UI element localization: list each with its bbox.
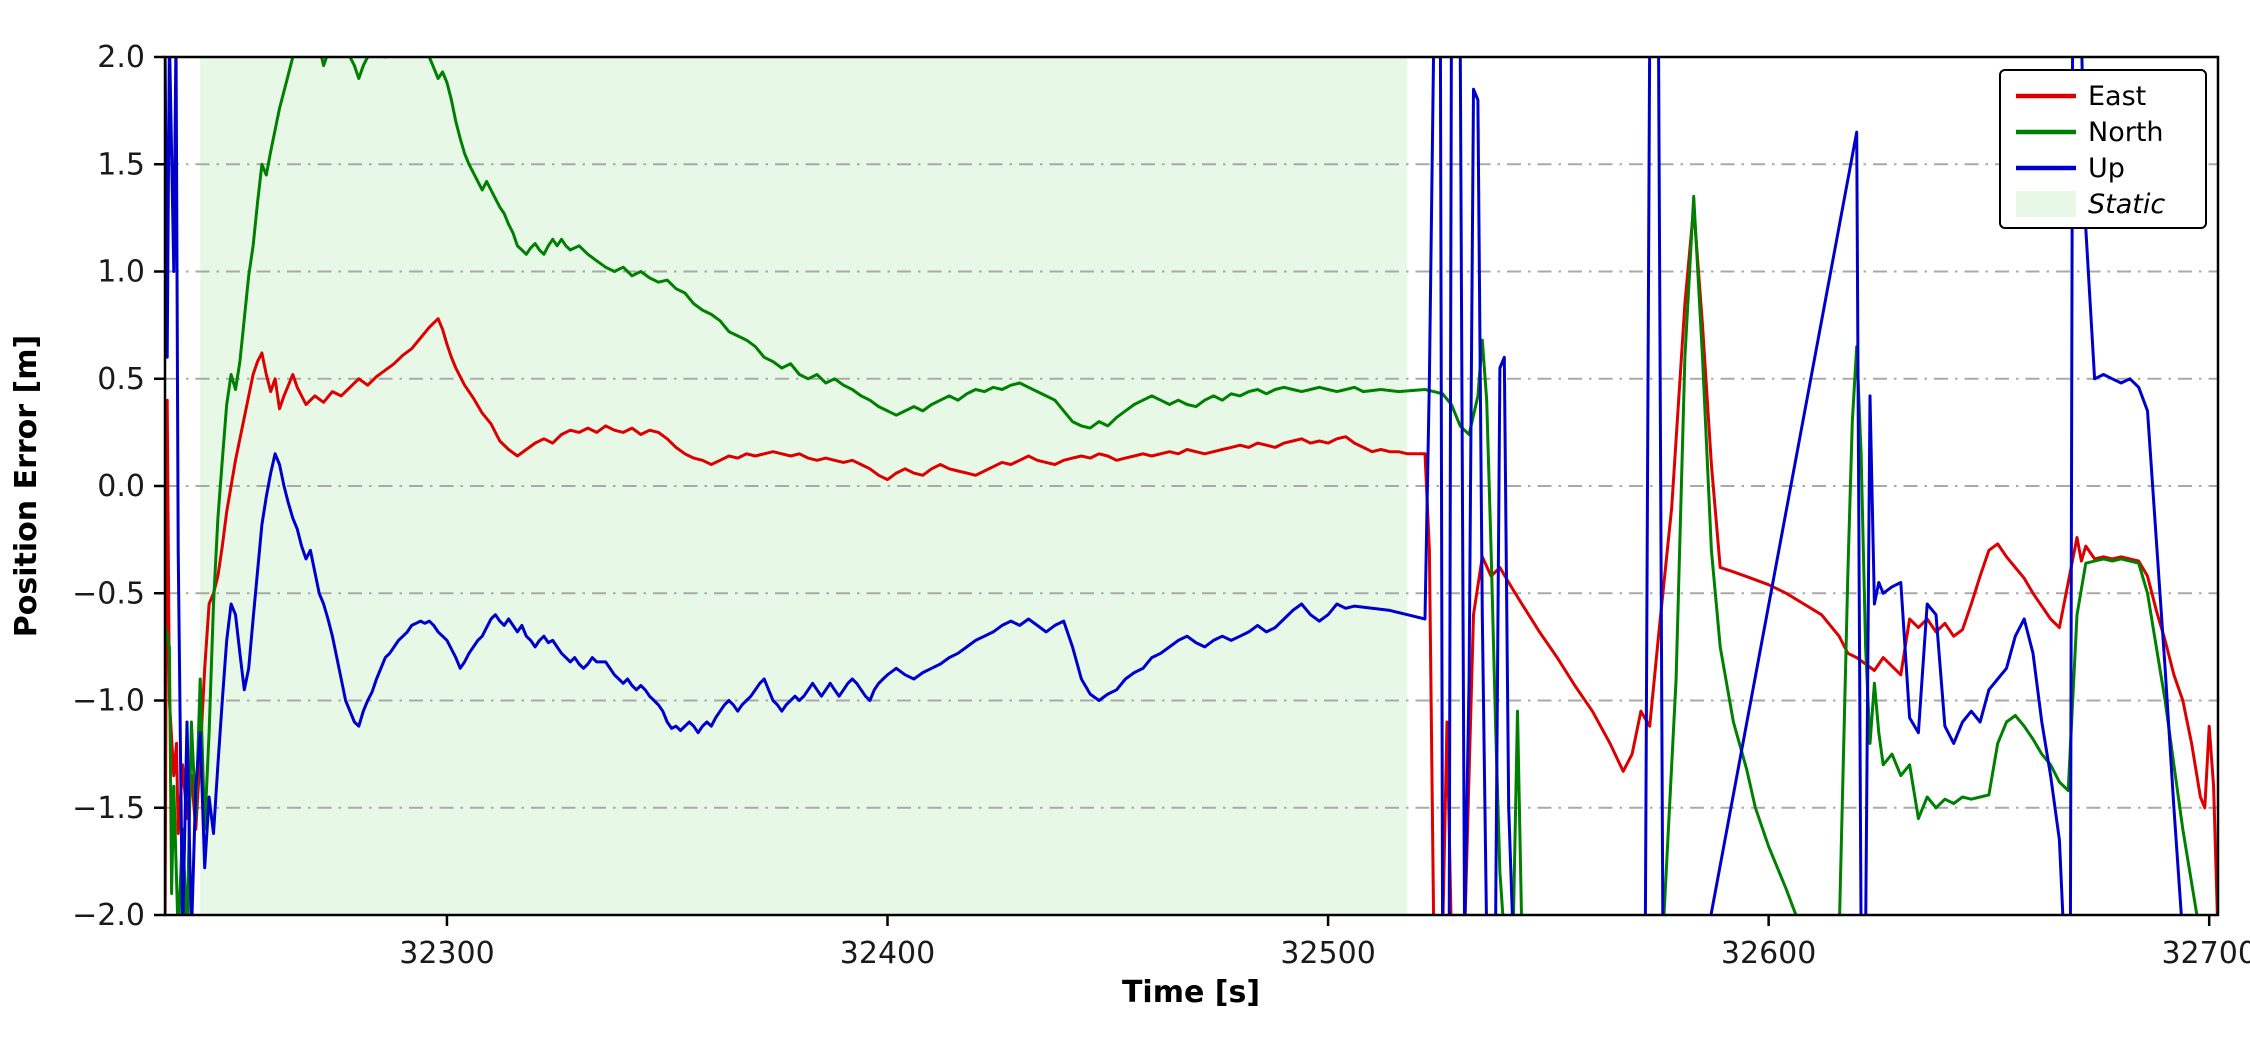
legend-static-swatch: [2016, 191, 2076, 217]
y-tick-label: 1.0: [97, 255, 145, 290]
y-tick-label: −2.0: [72, 898, 145, 933]
axes-layer: 32300 32400 32500 32600 32700 2.0 1.5 1.0 0.5 0.0…: [72, 40, 2250, 971]
y-tick-label: 0.0: [97, 469, 145, 504]
legend-north-label: North: [2088, 117, 2164, 148]
y-tick-label: −0.5: [72, 576, 145, 611]
x-tick-label: 32300: [399, 936, 494, 971]
x-tick-label: 32700: [2161, 936, 2250, 971]
legend-static-label: Static: [2088, 189, 2165, 220]
y-tick-label: −1.0: [72, 684, 145, 719]
y-tick-label: −1.5: [72, 791, 145, 826]
y-tick-label: 1.5: [97, 147, 145, 182]
series-up-line: [165, 57, 2183, 915]
legend: East North Up Static: [1999, 69, 2207, 229]
x-tick-label: 32600: [1721, 936, 1816, 971]
legend-east-label: East: [2088, 81, 2146, 112]
series-north-line: [165, 57, 2199, 915]
series-east-line: [165, 205, 2218, 915]
y-tick-label: 0.5: [97, 362, 145, 397]
y-tick-label: 2.0: [97, 40, 145, 75]
x-tick-label: 32500: [1280, 936, 1375, 971]
y-axis-title: Position Error [m]: [9, 335, 44, 637]
series-layer: [165, 57, 2218, 915]
x-axis-title: Time [s]: [1122, 975, 1260, 1010]
legend-box: [1999, 69, 2207, 229]
legend-up-label: Up: [2088, 153, 2125, 184]
x-tick-label: 32400: [840, 936, 935, 971]
